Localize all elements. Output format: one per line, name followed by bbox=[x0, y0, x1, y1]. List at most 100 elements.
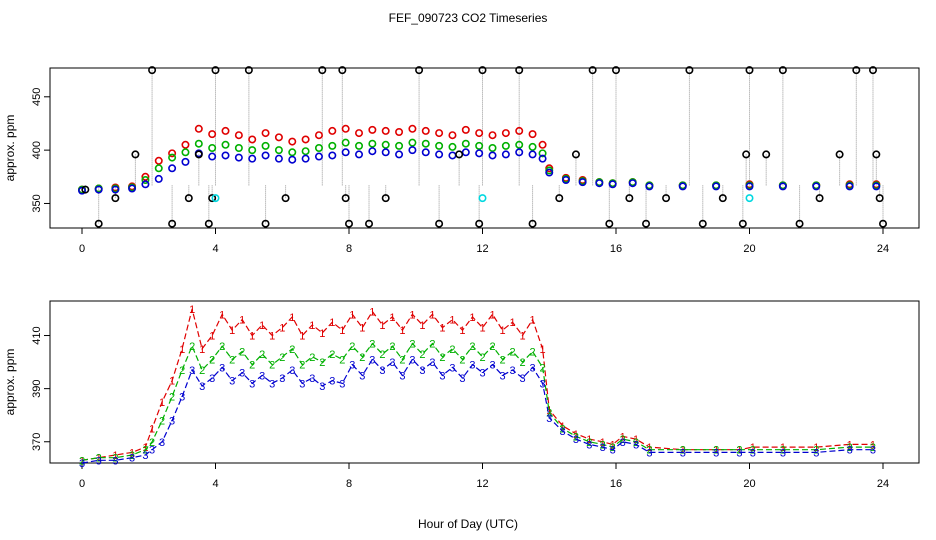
marker-green: 2 bbox=[646, 445, 652, 457]
point-green bbox=[408, 138, 417, 147]
point-black bbox=[778, 66, 787, 75]
marker-green: 2 bbox=[289, 344, 295, 356]
marker-green: 2 bbox=[499, 354, 505, 366]
marker-green: 2 bbox=[489, 341, 495, 353]
point-red bbox=[194, 124, 203, 133]
marker-blue: 3 bbox=[149, 445, 155, 457]
marker-green: 2 bbox=[620, 434, 626, 446]
marker-red: 1 bbox=[449, 315, 455, 327]
x-tick-label-1: 0 bbox=[79, 243, 85, 255]
point-red bbox=[221, 126, 230, 135]
point-blue bbox=[221, 151, 230, 160]
point-black bbox=[381, 194, 390, 203]
point-black bbox=[852, 66, 861, 75]
point-black bbox=[868, 66, 877, 75]
point-green bbox=[501, 141, 510, 150]
x-tick-label-2: 0 bbox=[79, 478, 85, 490]
point-black bbox=[281, 194, 290, 203]
marker-green: 2 bbox=[540, 362, 546, 374]
marker-red: 1 bbox=[600, 437, 606, 449]
marker-blue: 3 bbox=[142, 450, 148, 462]
point-black bbox=[244, 66, 253, 75]
point-green bbox=[208, 144, 217, 153]
marker-blue: 3 bbox=[369, 354, 375, 366]
marker-red: 1 bbox=[409, 309, 415, 321]
marker-green: 2 bbox=[479, 352, 485, 364]
point-green bbox=[435, 141, 444, 150]
marker-blue: 3 bbox=[610, 445, 616, 457]
point-blue bbox=[628, 179, 637, 188]
marker-blue: 3 bbox=[560, 426, 566, 438]
marker-green: 2 bbox=[369, 338, 375, 350]
marker-blue: 3 bbox=[249, 378, 255, 390]
point-green bbox=[181, 148, 190, 157]
point-black bbox=[344, 219, 353, 228]
marker-green: 2 bbox=[269, 360, 275, 372]
y-tick-label-1: 450 bbox=[31, 88, 43, 106]
marker-blue: 3 bbox=[289, 365, 295, 377]
marker-blue: 3 bbox=[349, 360, 355, 372]
marker-green: 2 bbox=[169, 392, 175, 404]
x-tick-label-1: 12 bbox=[476, 243, 488, 255]
marker-red: 1 bbox=[359, 323, 365, 335]
marker-red: 1 bbox=[546, 405, 552, 417]
marker-blue: 3 bbox=[359, 370, 365, 382]
point-blue bbox=[778, 182, 787, 191]
point-blue bbox=[128, 184, 137, 193]
marker-blue: 3 bbox=[299, 378, 305, 390]
marker-red: 1 bbox=[560, 421, 566, 433]
marker-green: 2 bbox=[96, 453, 102, 465]
marker-green: 2 bbox=[519, 357, 525, 369]
point-blue bbox=[545, 168, 554, 177]
marker-red: 1 bbox=[259, 320, 265, 332]
marker-green: 2 bbox=[179, 365, 185, 377]
point-green bbox=[461, 139, 470, 148]
point-red bbox=[488, 131, 497, 140]
point-black bbox=[588, 66, 597, 75]
point-black bbox=[745, 66, 754, 75]
point-blue bbox=[141, 180, 150, 189]
point-blue bbox=[595, 179, 604, 188]
marker-red: 1 bbox=[96, 453, 102, 465]
point-red bbox=[168, 149, 177, 158]
marker-red: 1 bbox=[189, 304, 195, 316]
marker-red: 1 bbox=[269, 331, 275, 343]
point-black bbox=[872, 150, 881, 159]
marker-blue: 3 bbox=[189, 365, 195, 377]
point-blue bbox=[111, 185, 120, 194]
marker-blue: 3 bbox=[199, 381, 205, 393]
marker-blue: 3 bbox=[509, 365, 515, 377]
marker-blue: 3 bbox=[813, 447, 819, 459]
marker-blue: 3 bbox=[239, 368, 245, 380]
marker-red: 1 bbox=[573, 429, 579, 441]
marker-green: 2 bbox=[309, 352, 315, 364]
marker-red: 1 bbox=[519, 331, 525, 343]
point-red bbox=[328, 126, 337, 135]
marker-red: 1 bbox=[633, 434, 639, 446]
marker-blue: 3 bbox=[269, 378, 275, 390]
x-tick-label-2: 24 bbox=[877, 478, 889, 490]
marker-green: 2 bbox=[573, 431, 579, 443]
point-black bbox=[415, 66, 424, 75]
marker-green: 2 bbox=[870, 442, 876, 454]
x-tick-label-1: 8 bbox=[346, 243, 352, 255]
point-blue bbox=[94, 185, 103, 194]
marker-red: 1 bbox=[750, 442, 756, 454]
point-blue bbox=[538, 154, 547, 163]
marker-red: 1 bbox=[112, 450, 118, 462]
marker-green: 2 bbox=[199, 365, 205, 377]
marker-green: 2 bbox=[610, 442, 616, 454]
point-black bbox=[94, 219, 103, 228]
marker-red: 1 bbox=[389, 312, 395, 324]
marker-green: 2 bbox=[600, 439, 606, 451]
point-red bbox=[274, 133, 283, 142]
marker-blue: 3 bbox=[209, 373, 215, 385]
point-black bbox=[738, 219, 747, 228]
point-black bbox=[194, 150, 203, 159]
marker-blue: 3 bbox=[179, 392, 185, 404]
marker-green: 2 bbox=[339, 354, 345, 366]
marker-red: 1 bbox=[509, 317, 515, 329]
marker-blue: 3 bbox=[847, 445, 853, 457]
marker-red: 1 bbox=[479, 323, 485, 335]
marker-red: 1 bbox=[229, 325, 235, 337]
